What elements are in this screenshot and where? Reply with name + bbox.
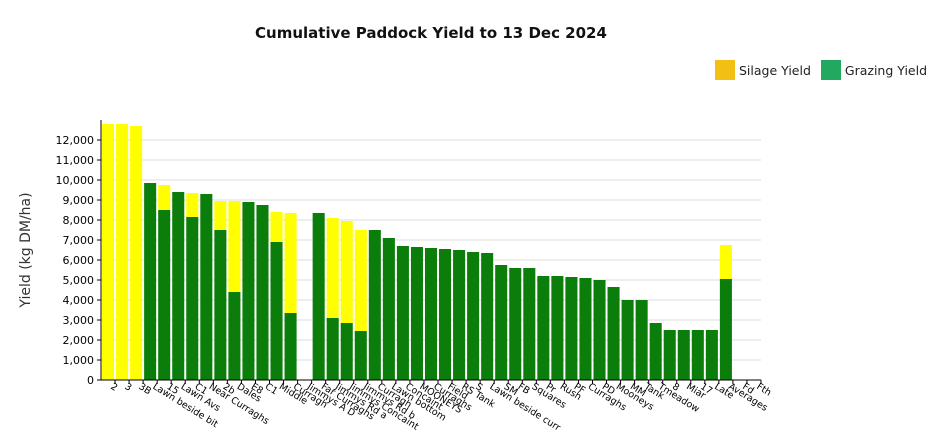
- bar-grazing: [495, 265, 508, 380]
- y-tick-label: 6,000: [63, 254, 95, 267]
- bar-silage: [340, 221, 353, 323]
- bar-grazing: [368, 230, 381, 380]
- bar-grazing: [677, 330, 690, 380]
- bar-grazing: [144, 183, 157, 380]
- bar-grazing: [158, 210, 171, 380]
- bar-grazing: [705, 330, 718, 380]
- bar-grazing: [551, 276, 564, 380]
- bar-grazing: [326, 318, 339, 380]
- y-tick-label: 9,000: [63, 194, 95, 207]
- legend-item-silage[interactable]: Silage Yield: [715, 60, 811, 80]
- bar-grazing: [481, 253, 494, 380]
- y-tick-label: 0: [87, 374, 94, 387]
- bar-grazing: [256, 205, 269, 380]
- bar-grazing: [565, 277, 578, 380]
- x-category-label: FB: [516, 381, 532, 397]
- legend-item-grazing[interactable]: Grazing Yield: [820, 60, 928, 80]
- legend-swatch-grazing: [820, 60, 841, 80]
- bar-grazing: [186, 217, 199, 380]
- bar-grazing: [312, 213, 325, 380]
- bar-grazing: [172, 192, 185, 380]
- y-tick-label: 5,000: [63, 274, 95, 287]
- x-category-label: Fd: [740, 381, 756, 396]
- bar-grazing: [354, 331, 367, 380]
- bar-grazing: [228, 292, 241, 380]
- bar-grazing: [537, 276, 550, 380]
- bar-silage: [130, 126, 143, 380]
- x-category-label: 3: [122, 381, 133, 394]
- bar-silage: [719, 245, 732, 279]
- bar-grazing: [453, 250, 466, 380]
- bar-grazing: [200, 194, 213, 380]
- legend-label-silage: Silage Yield: [739, 62, 811, 78]
- x-category-label: 17: [698, 381, 714, 397]
- bar-grazing: [663, 330, 676, 380]
- chart-title: Cumulative Paddock Yield to 13 Dec 2024: [255, 24, 607, 42]
- bar-silage: [186, 193, 199, 217]
- bar-grazing: [424, 248, 438, 380]
- bar-grazing: [439, 249, 452, 380]
- bar-silage: [354, 230, 367, 331]
- bar-grazing: [509, 268, 522, 380]
- bar-grazing: [579, 278, 592, 380]
- bar-grazing: [719, 279, 732, 380]
- x-category-label: S: [474, 381, 485, 394]
- bar-grazing: [621, 300, 634, 380]
- bar-grazing: [410, 247, 423, 380]
- bar-silage: [270, 212, 283, 242]
- bar-grazing: [523, 268, 536, 380]
- bar-silage: [228, 201, 241, 292]
- y-tick-label: 4,000: [63, 294, 95, 307]
- x-category-label: 2: [108, 381, 119, 394]
- y-tick-label: 3,000: [63, 314, 95, 327]
- y-tick-label: 8,000: [63, 214, 95, 227]
- bar-grazing: [467, 252, 480, 380]
- bar-grazing: [340, 323, 353, 380]
- bar-grazing: [635, 300, 648, 380]
- y-tick-label: 7,000: [63, 234, 95, 247]
- legend-label-grazing: Grazing Yield: [844, 62, 928, 78]
- bar-silage: [214, 201, 227, 230]
- y-tick-label: 12,000: [56, 134, 95, 147]
- legend: Silage Yield Grazing Yield: [715, 60, 927, 80]
- bar-silage: [158, 185, 171, 210]
- x-category-label: E8: [249, 381, 265, 397]
- y-tick-label: 2,000: [63, 334, 95, 347]
- legend-swatch-silage: [715, 60, 735, 80]
- bar-silage: [284, 213, 297, 313]
- bar-grazing: [242, 202, 255, 380]
- bar-grazing: [649, 323, 662, 380]
- bar-silage: [326, 218, 339, 318]
- x-category-label: 15: [165, 381, 181, 397]
- bar-silage: [102, 124, 115, 380]
- bar-grazing: [691, 330, 704, 380]
- x-category-label: 8: [670, 381, 681, 394]
- bar-grazing: [382, 238, 395, 380]
- x-category-label: 2b: [221, 381, 237, 397]
- bar-silage: [116, 124, 129, 380]
- bar-grazing: [270, 242, 283, 380]
- bar-grazing: [593, 280, 606, 380]
- bar-grazing: [284, 313, 297, 380]
- y-tick-label: 11,000: [56, 154, 95, 167]
- y-tick-label: 10,000: [56, 174, 95, 187]
- bar-grazing: [607, 287, 620, 380]
- bar-grazing: [396, 246, 409, 380]
- x-category-label: PF: [572, 381, 587, 396]
- y-tick-label: 1,000: [63, 354, 95, 367]
- bar-grazing: [214, 230, 227, 380]
